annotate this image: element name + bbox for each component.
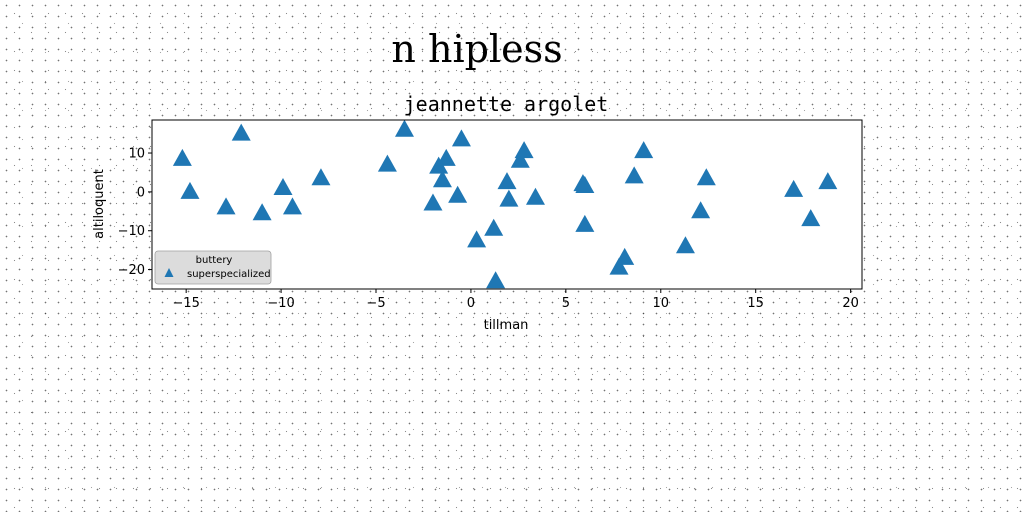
x-tick-label: 10 — [652, 296, 669, 311]
data-point-triangle — [486, 271, 506, 289]
x-tick-label: 0 — [467, 296, 475, 311]
data-point-triangle — [499, 189, 519, 207]
x-tick-label: −15 — [172, 296, 199, 311]
data-point-triangle — [273, 177, 293, 195]
data-point-triangle — [784, 179, 804, 197]
data-point-triangle — [696, 168, 716, 186]
x-tick-label: −10 — [267, 296, 294, 311]
data-point-triangle — [282, 197, 302, 215]
data-point-triangle — [180, 181, 200, 199]
data-point-triangle — [451, 129, 471, 147]
data-point-triangle — [634, 141, 654, 159]
data-point-triangle — [216, 197, 236, 215]
legend-series-label: superspecialized — [187, 269, 271, 280]
chart-title: jeannette argolet — [404, 92, 609, 116]
data-point-triangle — [172, 148, 192, 166]
legend: buttery superspecialized — [154, 250, 272, 285]
data-point-triangle — [448, 185, 468, 203]
data-point-triangle — [510, 150, 530, 168]
data-point-triangle — [514, 141, 534, 159]
data-point-triangle — [801, 209, 821, 227]
x-tick-label: 5 — [562, 296, 570, 311]
data-point-triangle — [311, 168, 331, 186]
data-point-triangle — [423, 193, 443, 211]
data-markers — [172, 119, 838, 289]
data-point-triangle — [624, 166, 644, 184]
data-point-triangle — [691, 201, 711, 219]
data-point-triangle — [675, 236, 695, 254]
data-point-triangle — [484, 218, 504, 236]
y-tick-label: 10 — [128, 147, 145, 162]
data-point-triangle — [575, 176, 595, 194]
data-point-triangle — [575, 214, 595, 232]
data-point-triangle — [436, 148, 456, 166]
y-tick-label: 0 — [137, 185, 145, 200]
legend-triangle-icon — [164, 268, 174, 277]
legend-title: buttery — [196, 255, 233, 266]
data-point-triangle — [377, 154, 397, 172]
y-tick-label: −10 — [118, 224, 145, 239]
y-axis-label: altiloquent — [92, 169, 107, 239]
plot-frame — [151, 119, 863, 290]
legend-box — [154, 250, 272, 285]
data-point-triangle — [525, 187, 545, 205]
data-point-triangle — [497, 172, 517, 190]
data-point-triangle — [615, 247, 635, 265]
y-tick-label: −20 — [118, 263, 145, 278]
x-tick-label: −5 — [366, 296, 385, 311]
data-point-triangle — [818, 172, 838, 190]
data-point-triangle — [394, 119, 414, 137]
figure-suptitle: n hipless — [391, 27, 563, 71]
x-axis-label: tillman — [484, 318, 529, 333]
data-point-triangle — [252, 203, 272, 221]
x-tick-label: 20 — [842, 296, 859, 311]
data-point-triangle — [467, 230, 487, 248]
axes: −15 −10 −5 0 5 10 15 20 −20 −10 0 10 — [118, 119, 863, 311]
data-point-triangle — [231, 123, 251, 141]
data-point-triangle — [609, 257, 629, 275]
x-tick-label: 15 — [747, 296, 764, 311]
data-point-triangle — [432, 170, 452, 188]
